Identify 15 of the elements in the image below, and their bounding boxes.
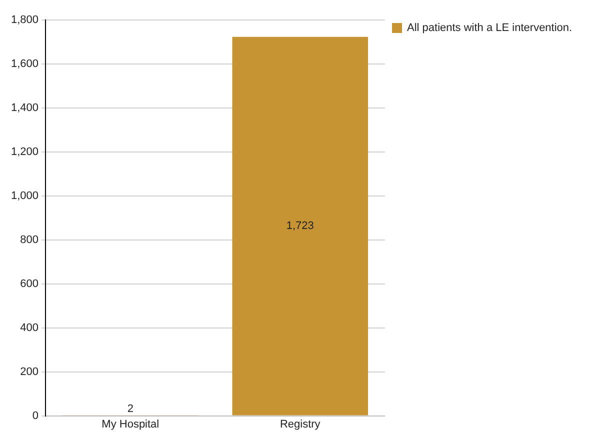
y-tick-label: 1,800 bbox=[10, 14, 39, 26]
y-tick-label: 1,200 bbox=[10, 146, 39, 158]
data-label: 2 bbox=[127, 402, 134, 415]
y-tick-label: 200 bbox=[20, 366, 39, 378]
y-tick-label: 1,000 bbox=[10, 190, 39, 202]
data-label: 1,723 bbox=[286, 220, 314, 232]
legend-label: All patients with a LE intervention. bbox=[407, 22, 572, 34]
y-tick-label: 1,600 bbox=[10, 58, 39, 70]
y-tick-label: 0 bbox=[32, 410, 39, 422]
y-tick-label: 800 bbox=[20, 234, 39, 246]
x-tick-label: Registry bbox=[280, 418, 321, 430]
x-tick-label: My Hospital bbox=[102, 418, 160, 430]
y-tick-label: 1,400 bbox=[10, 102, 39, 114]
y-tick-label: 600 bbox=[20, 278, 39, 290]
y-tick-label: 400 bbox=[20, 322, 39, 334]
